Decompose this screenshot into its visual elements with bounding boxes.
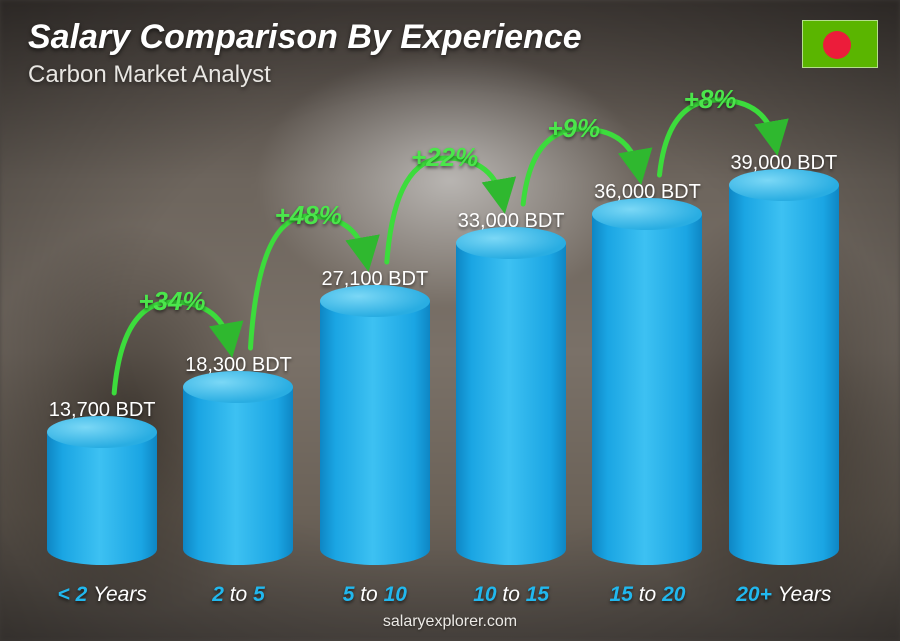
bar-x-label: < 2 Years	[57, 583, 146, 607]
bar	[592, 214, 702, 565]
bar	[729, 185, 839, 565]
bar-body	[592, 214, 702, 565]
footer-source: salaryexplorer.com	[0, 613, 900, 631]
increase-label: +9%	[547, 113, 600, 144]
bar	[47, 432, 157, 565]
bar	[456, 243, 566, 565]
bar-group: 13,700 BDT< 2 Years	[40, 399, 164, 565]
flag-disc-icon	[823, 31, 851, 59]
bar-x-label: 15 to 20	[610, 583, 686, 607]
bar-top-cap	[320, 285, 430, 317]
bar	[183, 387, 293, 565]
bar-top-cap	[729, 169, 839, 201]
bar-body	[456, 243, 566, 565]
infographic-container: Salary Comparison By Experience Carbon M…	[0, 0, 900, 641]
chart-title: Salary Comparison By Experience	[28, 18, 582, 57]
bar-body	[320, 301, 430, 565]
bar-body	[729, 185, 839, 565]
bar-top-cap	[47, 416, 157, 448]
chart-subtitle: Carbon Market Analyst	[28, 61, 582, 89]
bar-group: 39,000 BDT20+ Years	[722, 152, 846, 565]
increase-label: +22%	[411, 142, 478, 173]
bar-x-label: 10 to 15	[473, 583, 549, 607]
bar-x-label: 2 to 5	[212, 583, 265, 607]
bar-group: 18,300 BDT2 to 5	[176, 354, 300, 565]
bar	[320, 301, 430, 565]
bar-chart: 13,700 BDT< 2 Years18,300 BDT2 to 527,10…	[34, 105, 852, 565]
title-block: Salary Comparison By Experience Carbon M…	[28, 18, 582, 89]
bar-x-label: 20+ Years	[736, 583, 831, 607]
increase-label: +8%	[684, 84, 737, 115]
bar-x-label: 5 to 10	[343, 583, 407, 607]
bar-top-cap	[456, 227, 566, 259]
bar-group: 33,000 BDT10 to 15	[449, 210, 573, 565]
bar-top-cap	[183, 371, 293, 403]
country-flag	[802, 20, 878, 68]
increase-label: +48%	[275, 200, 342, 231]
bar-group: 36,000 BDT15 to 20	[585, 181, 709, 565]
bar-top-cap	[592, 198, 702, 230]
bar-body	[47, 432, 157, 565]
increase-label: +34%	[138, 286, 205, 317]
bar-body	[183, 387, 293, 565]
bar-group: 27,100 BDT5 to 10	[313, 268, 437, 565]
